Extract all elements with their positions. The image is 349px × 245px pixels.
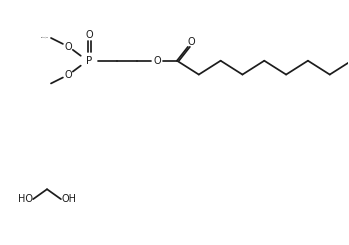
Text: O: O [153, 56, 161, 66]
Text: O: O [86, 30, 93, 40]
Text: O: O [64, 42, 72, 52]
Text: O: O [64, 70, 72, 80]
Text: O: O [187, 37, 195, 47]
Text: methyl_top: methyl_top [41, 36, 49, 38]
Text: P: P [86, 56, 92, 66]
Text: OH: OH [62, 194, 77, 204]
Text: HO: HO [18, 194, 33, 204]
